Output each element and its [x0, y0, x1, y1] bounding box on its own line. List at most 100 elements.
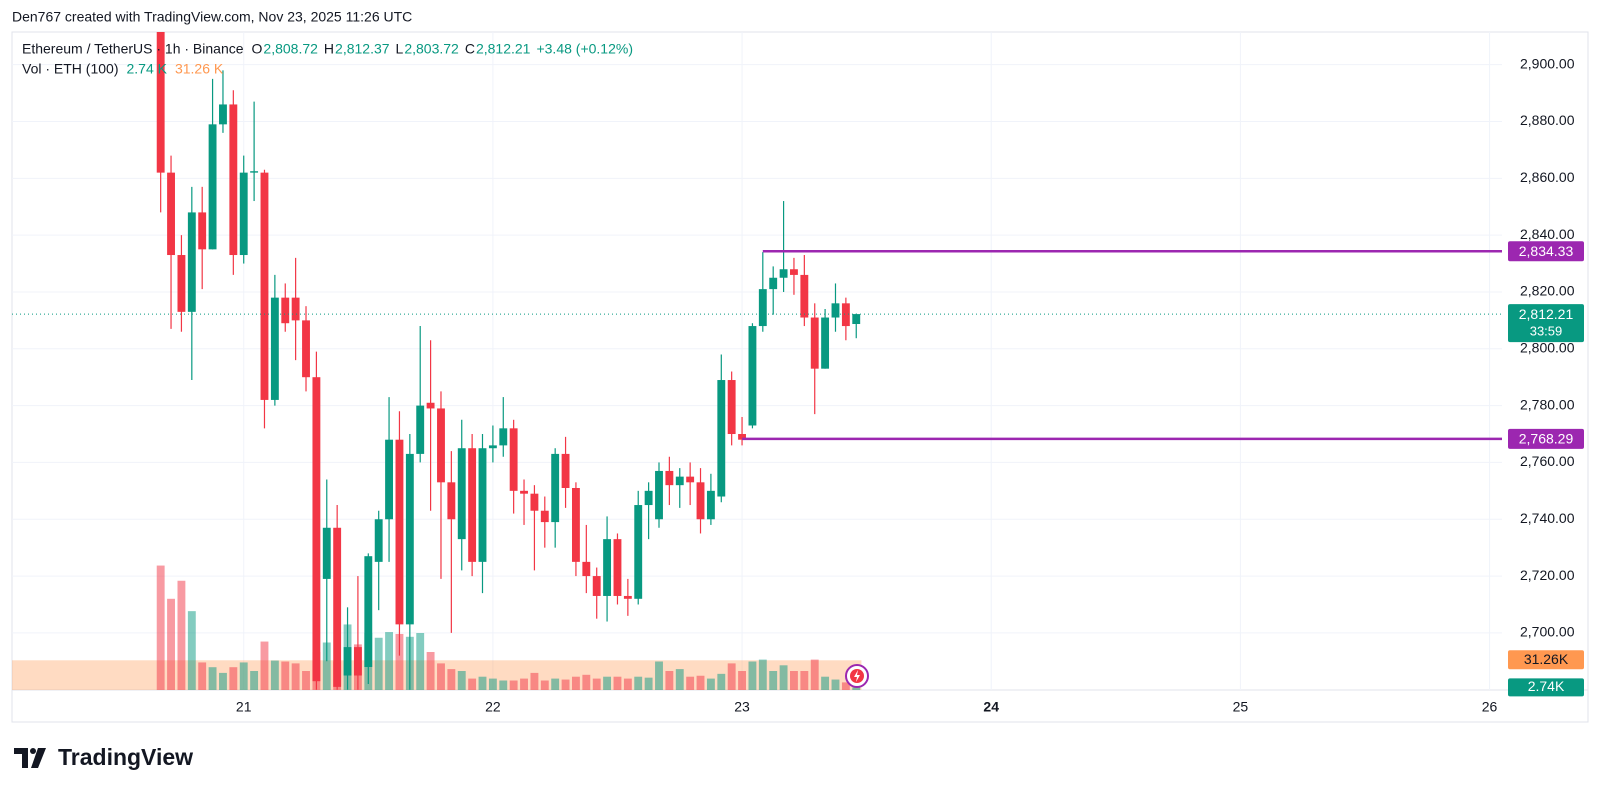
- candle-body: [592, 576, 601, 596]
- volume-bar: [457, 671, 466, 690]
- legend-text: Vol · ETH (100): [22, 61, 118, 77]
- candle-body: [426, 402, 435, 409]
- volume-bar: [582, 674, 591, 690]
- candle-body: [561, 453, 570, 488]
- y-tick-label: 2,760.00: [1520, 453, 1575, 469]
- candle-body: [696, 482, 705, 520]
- candle-body: [219, 104, 227, 125]
- candle-body: [748, 326, 757, 426]
- volume-bar: [509, 680, 518, 690]
- volume-bar: [551, 678, 560, 690]
- volume-bar: [852, 687, 861, 690]
- candle-body: [769, 277, 778, 290]
- volume-bar: [717, 673, 726, 690]
- candle-body: [281, 297, 290, 324]
- candle-body: [260, 172, 269, 400]
- volume-bar: [302, 671, 310, 690]
- candle-body: [395, 439, 404, 625]
- volume-bar: [281, 661, 290, 690]
- candle-body: [437, 408, 445, 483]
- volume-bar: [696, 675, 705, 690]
- price-tag-label: 2,768.29: [1519, 431, 1574, 447]
- volume-bar: [686, 676, 695, 690]
- candle-body: [800, 274, 809, 318]
- y-tick-label: 2,800.00: [1520, 339, 1575, 355]
- candle-body: [468, 448, 477, 562]
- volume-ma-tag: [1508, 650, 1584, 670]
- candle-body: [582, 561, 591, 577]
- volume-bar: [634, 676, 643, 690]
- candle-body: [156, 32, 165, 173]
- volume-bar: [520, 678, 528, 690]
- candle-body: [655, 470, 663, 520]
- volume-bar: [769, 671, 778, 690]
- candle-body: [665, 470, 674, 486]
- legend-text: 31.26 K: [175, 61, 224, 77]
- last-price-tag: [1508, 304, 1584, 343]
- y-tick-label: 2,840.00: [1520, 226, 1575, 242]
- volume-bar: [758, 659, 767, 690]
- volume-bar: [260, 641, 269, 690]
- legend-text: 2,812.21: [476, 41, 531, 57]
- y-tick-label: 2,720.00: [1520, 567, 1575, 583]
- volume-bar: [706, 678, 715, 690]
- candle-body: [613, 539, 622, 596]
- candle-body: [291, 297, 300, 321]
- volume-bar: [613, 676, 622, 690]
- candle-body: [457, 448, 466, 540]
- volume-bar: [592, 678, 601, 690]
- candle-body: [779, 269, 788, 278]
- candle-body: [447, 482, 456, 520]
- candle-body: [302, 320, 310, 378]
- legend-text: +3.48 (+0.12%): [536, 41, 633, 57]
- candle-body: [343, 647, 352, 676]
- candle-body: [405, 453, 414, 625]
- volume-bar: [198, 662, 207, 690]
- volume-bar: [416, 633, 425, 690]
- candle-body: [187, 212, 196, 312]
- volume-ma-tag-label: 31.26K: [1524, 651, 1569, 667]
- volume-bar: [571, 676, 580, 690]
- candle-body: [364, 556, 373, 667]
- candle-body: [634, 505, 643, 599]
- candle-body: [717, 380, 726, 497]
- x-tick-label: 25: [1233, 699, 1249, 715]
- volume-bar: [499, 680, 508, 690]
- candle-body: [353, 647, 362, 676]
- candle-body: [540, 510, 549, 523]
- candle-body: [530, 493, 539, 511]
- volume-bar: [156, 565, 165, 690]
- legend-text: H: [324, 41, 334, 57]
- volume-bar: [738, 671, 746, 690]
- candle-body: [758, 289, 767, 327]
- volume-bar: [675, 669, 684, 690]
- volume-bar: [727, 663, 736, 690]
- volume-bar: [291, 663, 300, 690]
- x-tick-label: 26: [1482, 699, 1498, 715]
- candle-body: [706, 490, 715, 520]
- legend-text: 2,803.72: [404, 41, 459, 57]
- volume-bar: [821, 676, 830, 690]
- volume-bar: [800, 671, 809, 690]
- volume-bar: [478, 676, 487, 690]
- candle-body: [623, 595, 632, 599]
- candle-body: [738, 434, 746, 440]
- volume-bar: [644, 677, 653, 690]
- candle-body: [416, 405, 425, 454]
- candle-body: [270, 297, 279, 400]
- y-tick-label: 2,820.00: [1520, 283, 1575, 299]
- candle-body: [831, 303, 840, 318]
- legend-text: Ethereum / TetherUS · 1h · Binance: [22, 41, 244, 57]
- candle-body: [385, 439, 393, 520]
- volume-bar: [488, 678, 497, 690]
- volume-bar: [239, 662, 248, 690]
- legend-text: 2.74 K: [126, 61, 167, 77]
- logo: TradingView: [14, 744, 193, 770]
- volume-bar: [540, 680, 549, 690]
- y-tick-label: 2,900.00: [1520, 55, 1575, 71]
- legend-text: 2,808.72: [263, 41, 318, 57]
- volume-bar: [790, 671, 798, 690]
- volume-bar: [831, 679, 840, 690]
- volume-bar: [603, 676, 612, 690]
- volume-bar: [250, 671, 259, 690]
